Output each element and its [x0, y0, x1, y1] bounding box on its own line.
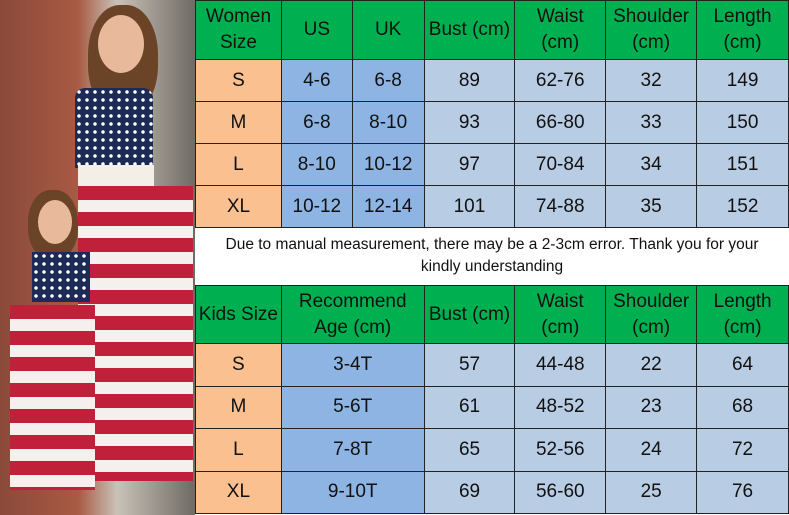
child-top	[32, 252, 90, 302]
value-cell: 48-52	[514, 385, 607, 429]
value-cell: 4-6	[280, 59, 353, 102]
value-cell: 24	[605, 428, 698, 472]
header-cell: Length (cm)	[696, 285, 789, 344]
size-cell: XL	[195, 470, 282, 514]
value-cell: 6-8	[280, 101, 353, 144]
value-cell: 10-12	[351, 143, 425, 186]
value-cell: 74-88	[514, 185, 607, 228]
child-striped-skirt	[10, 305, 95, 490]
value-cell: 151	[696, 143, 789, 186]
value-cell: 5-6T	[280, 385, 425, 429]
mother-striped-skirt	[78, 186, 193, 481]
header-cell: Bust (cm)	[423, 285, 516, 344]
header-cell: Women Size	[195, 0, 282, 60]
mother-top	[75, 88, 153, 168]
value-cell: 10-12	[280, 185, 353, 228]
value-cell: 149	[696, 59, 789, 102]
value-cell: 12-14	[351, 185, 425, 228]
value-cell: 56-60	[514, 470, 607, 514]
table-row: M 5-6T 61 48-52 23 68	[195, 385, 789, 429]
value-cell: 7-8T	[280, 428, 425, 472]
value-cell: 52-56	[514, 428, 607, 472]
header-cell: Waist (cm)	[514, 285, 607, 344]
women-header-row: Women Size US UK Bust (cm) Waist (cm) Sh…	[195, 0, 789, 60]
header-cell: Length (cm)	[696, 0, 789, 60]
measurement-note: Due to manual measurement, there may be …	[225, 236, 759, 275]
value-cell: 32	[605, 59, 698, 102]
value-cell: 150	[696, 101, 789, 144]
header-cell: Kids Size	[195, 285, 282, 344]
size-cell: S	[195, 343, 282, 387]
kids-size-table: Kids Size Recommend Age (cm) Bust (cm) W…	[195, 285, 789, 514]
size-cell: M	[195, 101, 282, 144]
value-cell: 69	[423, 470, 516, 514]
value-cell: 8-10	[351, 101, 425, 144]
value-cell: 9-10T	[280, 470, 425, 514]
header-cell: US	[280, 0, 353, 60]
table-row: S 3-4T 57 44-48 22 64	[195, 343, 789, 387]
value-cell: 93	[423, 101, 516, 144]
table-row: XL 10-12 12-14 101 74-88 35 152	[195, 185, 789, 228]
table-row: S 4-6 6-8 89 62-76 32 149	[195, 59, 789, 102]
value-cell: 3-4T	[280, 343, 425, 387]
table-row: XL 9-10T 69 56-60 25 76	[195, 470, 789, 514]
value-cell: 25	[605, 470, 698, 514]
mother-face	[98, 15, 144, 73]
value-cell: 72	[696, 428, 789, 472]
product-photo	[0, 0, 195, 515]
value-cell: 22	[605, 343, 698, 387]
value-cell: 6-8	[351, 59, 425, 102]
value-cell: 23	[605, 385, 698, 429]
header-cell: Shoulder (cm)	[605, 285, 698, 344]
value-cell: 57	[423, 343, 516, 387]
header-cell: UK	[351, 0, 425, 60]
size-cell: L	[195, 428, 282, 472]
header-cell: Waist (cm)	[514, 0, 607, 60]
value-cell: 70-84	[514, 143, 607, 186]
header-cell: Bust (cm)	[423, 0, 516, 60]
value-cell: 65	[423, 428, 516, 472]
size-cell: M	[195, 385, 282, 429]
table-row: M 6-8 8-10 93 66-80 33 150	[195, 101, 789, 144]
child-face	[38, 200, 72, 244]
value-cell: 34	[605, 143, 698, 186]
value-cell: 8-10	[280, 143, 353, 186]
header-cell: Shoulder (cm)	[605, 0, 698, 60]
women-size-table: Women Size US UK Bust (cm) Waist (cm) Sh…	[195, 0, 789, 228]
header-cell: Recommend Age (cm)	[280, 285, 425, 344]
value-cell: 76	[696, 470, 789, 514]
value-cell: 66-80	[514, 101, 607, 144]
value-cell: 35	[605, 185, 698, 228]
size-cell: L	[195, 143, 282, 186]
value-cell: 97	[423, 143, 516, 186]
size-cell: S	[195, 59, 282, 102]
value-cell: 89	[423, 59, 516, 102]
value-cell: 152	[696, 185, 789, 228]
value-cell: 33	[605, 101, 698, 144]
value-cell: 64	[696, 343, 789, 387]
mother-waistband	[78, 165, 154, 187]
kids-header-row: Kids Size Recommend Age (cm) Bust (cm) W…	[195, 285, 789, 344]
value-cell: 44-48	[514, 343, 607, 387]
table-row: L 7-8T 65 52-56 24 72	[195, 428, 789, 472]
size-cell: XL	[195, 185, 282, 228]
value-cell: 101	[423, 185, 516, 228]
table-row: L 8-10 10-12 97 70-84 34 151	[195, 143, 789, 186]
value-cell: 68	[696, 385, 789, 429]
value-cell: 62-76	[514, 59, 607, 102]
value-cell: 61	[423, 385, 516, 429]
